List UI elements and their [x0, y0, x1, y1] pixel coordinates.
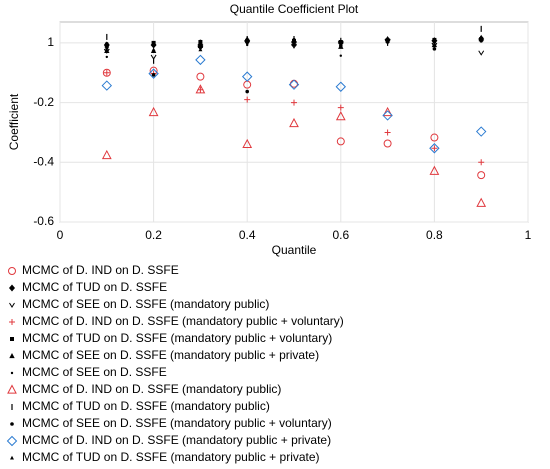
- legend-label: MCMC of D. IND on D. SSFE (mandatory pub…: [22, 433, 331, 447]
- marker: [432, 39, 437, 44]
- marker: [148, 68, 159, 79]
- x-tick-label: 0.2: [145, 228, 162, 242]
- marker: [10, 371, 14, 375]
- marker: [105, 55, 109, 59]
- legend-label: MCMC of TUD on D. SSFE (mandatory public…: [22, 450, 320, 464]
- marker: [475, 126, 487, 137]
- marker: [198, 47, 203, 52]
- marker: [431, 41, 438, 48]
- marker: [241, 71, 253, 82]
- marker: [148, 106, 159, 117]
- marker: [476, 197, 487, 207]
- marker: [8, 267, 16, 275]
- x-tick-label: 0.4: [239, 228, 256, 242]
- marker: [9, 319, 15, 325]
- marker: [152, 41, 155, 45]
- legend-label: MCMC of SEE on D. SSFE (mandatory public…: [22, 297, 269, 311]
- marker: [196, 72, 205, 81]
- marker: [198, 44, 203, 49]
- marker: [431, 145, 438, 152]
- marker: [10, 455, 14, 460]
- legend-label: MCMC of SEE on D. SSFE: [22, 365, 167, 379]
- marker: [335, 111, 346, 121]
- marker: [245, 37, 250, 42]
- marker: [339, 54, 342, 57]
- marker: [7, 384, 17, 394]
- legend-label: MCMC of TUD on D. SSFE (mandatory public…: [22, 399, 270, 413]
- legend-label: MCMC of D. IND on D. SSFE: [22, 263, 179, 277]
- marker: [432, 47, 437, 51]
- marker: [477, 171, 486, 180]
- y-tick-label: -0.6: [33, 214, 54, 228]
- marker: [104, 45, 109, 50]
- marker: [103, 69, 110, 76]
- marker: [339, 44, 343, 48]
- legend-label: MCMC of TUD on D. SSFE (mandatory public…: [22, 331, 332, 345]
- marker: [292, 42, 296, 47]
- y-tick-label: -0.4: [33, 154, 54, 168]
- marker: [478, 159, 485, 166]
- marker: [10, 337, 14, 341]
- marker: [382, 106, 393, 117]
- marker: [382, 110, 393, 121]
- marker: [102, 68, 111, 77]
- x-tick-label: 0: [57, 228, 64, 242]
- x-tick-label: 1: [525, 228, 532, 242]
- marker: [383, 139, 392, 148]
- marker: [478, 50, 485, 56]
- x-axis-label: Quantile: [272, 243, 317, 257]
- chart-title: Quantile Coefficient Plot: [230, 2, 359, 16]
- y-axis-label: Coefficient: [7, 93, 21, 150]
- marker: [479, 34, 484, 39]
- x-tick-label: 0.6: [332, 228, 349, 242]
- marker: [338, 40, 343, 45]
- marker: [336, 137, 345, 146]
- marker: [101, 149, 112, 160]
- marker: [244, 96, 251, 103]
- marker: [429, 143, 440, 154]
- marker: [104, 47, 110, 54]
- marker: [246, 43, 249, 47]
- legend-label: MCMC of SEE on D. SSFE (mandatory public…: [22, 348, 319, 362]
- marker: [384, 129, 391, 136]
- marker: [195, 84, 206, 94]
- marker: [242, 138, 253, 149]
- marker: [479, 39, 484, 43]
- plot-frame: [59, 21, 529, 223]
- legend-label: MCMC of D. IND on D. SSFE (mandatory pub…: [22, 382, 281, 396]
- marker: [151, 47, 156, 52]
- y-tick-label: -0.2: [33, 95, 54, 109]
- marker: [151, 73, 156, 77]
- marker: [245, 89, 249, 94]
- marker: [289, 117, 299, 128]
- marker: [291, 99, 297, 106]
- marker: [6, 435, 18, 447]
- marker: [9, 284, 15, 292]
- y-tick-label: 1: [47, 35, 54, 49]
- marker: [10, 422, 14, 426]
- marker: [385, 37, 390, 42]
- marker: [101, 80, 113, 91]
- marker: [105, 41, 109, 46]
- marker: [9, 353, 15, 359]
- legend-label: MCMC of SEE on D. SSFE (mandatory public…: [22, 416, 332, 430]
- marker: [9, 302, 15, 308]
- marker: [335, 81, 347, 92]
- marker: [430, 133, 439, 142]
- marker: [337, 104, 344, 111]
- marker: [195, 54, 206, 66]
- legend-label: MCMC of TUD on D. SSFE: [22, 280, 167, 294]
- marker: [429, 165, 440, 175]
- legend-label: MCMC of D. IND on D. SSFE (mandatory pub…: [22, 314, 344, 328]
- marker: [288, 79, 300, 90]
- x-tick-label: 0.8: [426, 228, 443, 242]
